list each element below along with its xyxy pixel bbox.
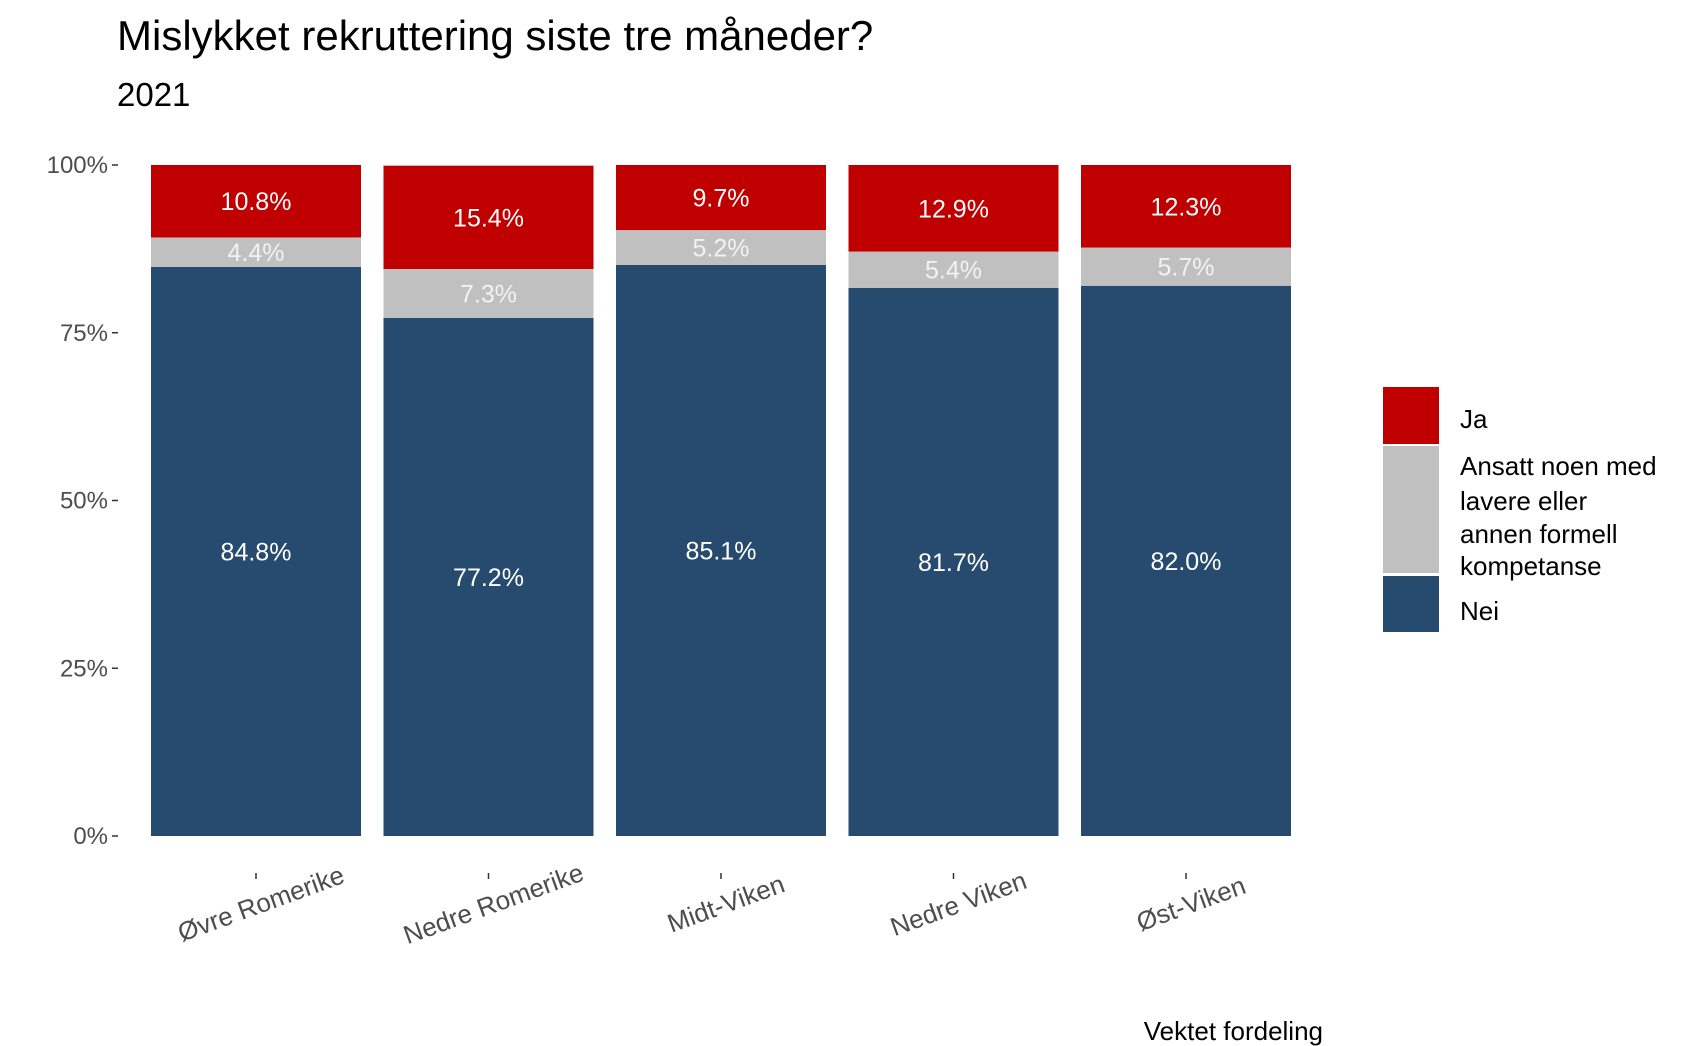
bar-segment (616, 165, 826, 231)
bar-value-label: 5.2% (693, 235, 750, 263)
chart-subtitle: 2021 (117, 76, 190, 113)
bar-segment (848, 287, 1059, 837)
legend-key (1383, 446, 1439, 573)
bar-segment (616, 230, 826, 265)
x-axis: Øvre Romerike Nedre Romerike Midt-Viken Ned… (174, 857, 1250, 950)
bar-segment (1081, 247, 1291, 286)
bar-segment (151, 165, 361, 238)
bar-segment (151, 266, 361, 836)
legend-label: kompetanse (1460, 551, 1602, 581)
bar-value-label: 77.2% (453, 564, 524, 592)
plot-bars: 84.8% 4.4% 10.8% 77.2% 7.3% 15.4% 85.1% 5.2% 9.7… (151, 165, 1291, 837)
bar-value-label: 12.9% (918, 195, 989, 223)
bar-value-label: 5.7% (1158, 254, 1215, 282)
bar-segment (1081, 285, 1291, 836)
bar-value-label: 15.4% (453, 204, 524, 232)
bar-segment (848, 165, 1059, 252)
x-tick-label: Midt-Viken (663, 869, 788, 939)
bar-value-label: 81.7% (918, 549, 989, 577)
legend-label: Ja (1460, 404, 1488, 434)
x-tick-label: Øvre Romerike (174, 860, 349, 948)
y-tick-label: 0% (73, 823, 108, 850)
bar-segment (383, 165, 594, 270)
bar-value-label: 7.3% (460, 280, 517, 308)
bar-segment (151, 237, 361, 267)
x-tick-label: Nedre Viken (886, 865, 1030, 942)
bar-segment (848, 251, 1059, 288)
bar-segment (1081, 165, 1291, 248)
bar-segment (383, 269, 594, 318)
y-axis: 0% 25% 50% 75% 100% (47, 152, 118, 850)
bar-value-label: 82.0% (1151, 548, 1222, 576)
legend-label: lavere eller (1460, 486, 1588, 516)
bar-value-label: 85.1% (686, 537, 757, 565)
legend-key (1383, 576, 1439, 632)
x-tick-label: Nedre Romerike (399, 857, 587, 950)
legend-label: Nei (1460, 596, 1499, 626)
bar-segment (383, 317, 594, 836)
bar-value-label: 12.3% (1151, 193, 1222, 221)
bar-value-label: 9.7% (693, 185, 750, 213)
legend-key (1383, 387, 1439, 444)
bar-value-label: 5.4% (925, 257, 982, 285)
bar-segment (616, 264, 826, 836)
bar-value-label: 10.8% (221, 188, 292, 216)
chart-title: Mislykket rekruttering siste tre måneder… (117, 12, 873, 59)
legend-label: Ansatt noen med (1460, 451, 1657, 481)
bar-value-label: 4.4% (228, 239, 285, 267)
y-tick-label: 100% (47, 152, 108, 179)
chart-caption: Vektet fordeling (1144, 1016, 1323, 1046)
y-tick-label: 50% (60, 488, 108, 515)
bar-value-label: 84.8% (221, 538, 292, 566)
y-tick-label: 75% (60, 320, 108, 347)
y-tick-label: 25% (60, 655, 108, 682)
legend-label: annen formell (1460, 519, 1618, 549)
x-tick-label: Øst-Viken (1132, 870, 1249, 937)
